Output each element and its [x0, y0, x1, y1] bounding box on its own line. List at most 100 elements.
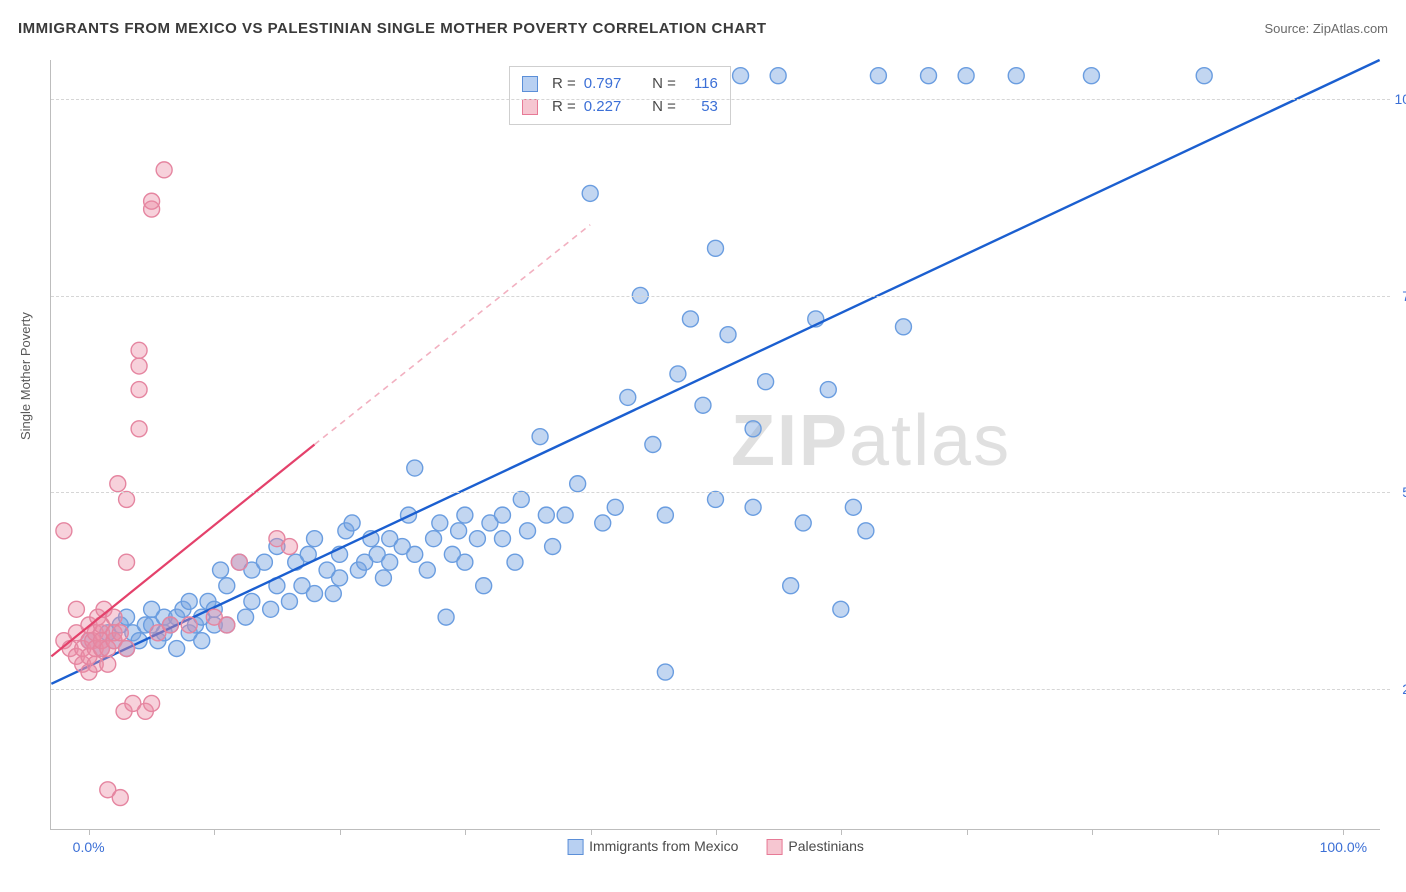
data-point: [426, 531, 442, 547]
data-point: [325, 586, 341, 602]
regression-line-dashed: [315, 225, 591, 445]
data-point: [870, 68, 886, 84]
x-tick: [967, 829, 968, 835]
data-point: [131, 358, 147, 374]
bottom-legend: Immigrants from Mexico Palestinians: [567, 838, 864, 855]
data-point: [545, 539, 561, 555]
data-point: [432, 515, 448, 531]
data-point: [112, 625, 128, 641]
data-point: [181, 593, 197, 609]
gridline: [51, 492, 1390, 493]
data-point: [307, 586, 323, 602]
data-point: [181, 617, 197, 633]
data-point: [682, 311, 698, 327]
y-tick-label: 25.0%: [1402, 681, 1406, 697]
data-point: [144, 695, 160, 711]
data-point: [921, 68, 937, 84]
data-point: [219, 578, 235, 594]
data-point: [507, 554, 523, 570]
data-point: [213, 562, 229, 578]
data-point: [494, 531, 510, 547]
data-point: [557, 507, 573, 523]
data-point: [1008, 68, 1024, 84]
x-tick: [465, 829, 466, 835]
data-point: [570, 476, 586, 492]
data-point: [407, 460, 423, 476]
data-point: [457, 507, 473, 523]
data-point: [783, 578, 799, 594]
data-point: [708, 491, 724, 507]
data-point: [231, 554, 247, 570]
x-tick: [340, 829, 341, 835]
data-point: [307, 531, 323, 547]
data-point: [733, 68, 749, 84]
plot-area: ZIPatlas R =0.797 N =116R =0.227 N =53 I…: [50, 60, 1380, 830]
data-point: [670, 366, 686, 382]
data-point: [194, 633, 210, 649]
data-point: [858, 523, 874, 539]
x-tick: [1343, 829, 1344, 835]
data-point: [238, 609, 254, 625]
data-point: [131, 382, 147, 398]
data-point: [820, 382, 836, 398]
legend-swatch: [567, 839, 583, 855]
data-point: [520, 523, 536, 539]
legend-swatch: [522, 76, 538, 92]
data-point: [745, 499, 761, 515]
data-point: [438, 609, 454, 625]
data-point: [494, 507, 510, 523]
data-point: [344, 515, 360, 531]
data-point: [162, 617, 178, 633]
data-point: [68, 601, 84, 617]
gridline: [51, 99, 1390, 100]
x-tick: [1092, 829, 1093, 835]
data-point: [532, 429, 548, 445]
gridline: [51, 296, 1390, 297]
data-point: [112, 790, 128, 806]
data-point: [281, 593, 297, 609]
data-point: [100, 656, 116, 672]
data-point: [244, 593, 260, 609]
legend-swatch: [766, 839, 782, 855]
legend-r-value: 0.797: [584, 73, 636, 96]
legend-r-label: R =: [552, 73, 576, 96]
data-point: [169, 641, 185, 657]
data-point: [332, 570, 348, 586]
data-point: [281, 539, 297, 555]
regression-line: [51, 60, 1379, 684]
data-point: [620, 389, 636, 405]
source-label: Source: ZipAtlas.com: [1264, 21, 1388, 36]
x-tick: [89, 829, 90, 835]
chart-svg: [51, 60, 1380, 829]
title-bar: IMMIGRANTS FROM MEXICO VS PALESTINIAN SI…: [18, 20, 1388, 37]
data-point: [657, 507, 673, 523]
data-point: [131, 421, 147, 437]
bottom-legend-item: Palestinians: [766, 838, 864, 855]
x-tick: [214, 829, 215, 835]
data-point: [758, 374, 774, 390]
data-point: [263, 601, 279, 617]
data-point: [119, 641, 135, 657]
x-tick-label: 100.0%: [1320, 839, 1367, 855]
data-point: [457, 554, 473, 570]
data-point: [833, 601, 849, 617]
data-point: [795, 515, 811, 531]
chart-title: IMMIGRANTS FROM MEXICO VS PALESTINIAN SI…: [18, 20, 767, 37]
data-point: [131, 342, 147, 358]
data-point: [582, 185, 598, 201]
x-tick: [1218, 829, 1219, 835]
y-tick-label: 75.0%: [1402, 288, 1406, 304]
data-point: [695, 397, 711, 413]
data-point: [144, 193, 160, 209]
data-point: [119, 491, 135, 507]
legend-n-label: N =: [644, 73, 676, 96]
x-tick: [716, 829, 717, 835]
data-point: [119, 554, 135, 570]
bottom-legend-item: Immigrants from Mexico: [567, 838, 738, 855]
data-point: [419, 562, 435, 578]
data-point: [595, 515, 611, 531]
data-point: [407, 546, 423, 562]
data-point: [476, 578, 492, 594]
x-tick: [591, 829, 592, 835]
bottom-legend-label: Immigrants from Mexico: [589, 838, 738, 854]
